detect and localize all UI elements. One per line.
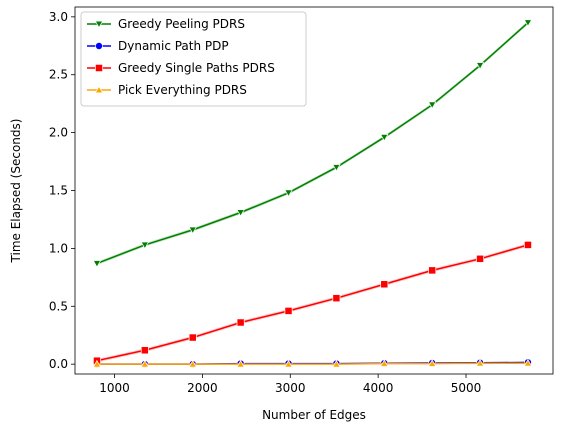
x-axis: 1000 2000 3000 4000 5000 <box>99 374 481 395</box>
series-0-point <box>284 189 293 198</box>
series-3-point <box>332 359 341 368</box>
series-0-point <box>523 19 533 27</box>
y-tick-label: 1.5 <box>49 184 68 198</box>
x-tick-label: 4000 <box>363 381 394 395</box>
legend-marker <box>94 85 104 94</box>
plot-marks <box>92 19 533 369</box>
series-0-point <box>380 134 389 142</box>
series-0-point <box>236 209 245 217</box>
legend-label: Dynamic Path PDP <box>118 39 229 53</box>
legend-label: Greedy Single Paths PDRS <box>118 61 275 75</box>
y-tick-label: 2.5 <box>49 68 68 82</box>
series-3-point <box>92 359 102 368</box>
series-2-point <box>236 318 245 327</box>
legend-label: Pick Everything PDRS <box>118 83 247 97</box>
x-tick-label: 5000 <box>451 381 482 395</box>
series-2-band <box>96 243 528 363</box>
series-0-point <box>332 164 341 172</box>
y-tick-label: 0.0 <box>49 357 68 371</box>
series-0-line <box>96 22 529 265</box>
series-0-point <box>475 62 485 70</box>
series-0-point <box>188 226 197 235</box>
series-3-point <box>140 359 150 368</box>
series-3-point <box>523 358 533 367</box>
legend-marker <box>94 20 104 29</box>
series-0-point <box>427 101 437 110</box>
legend: Greedy Peeling PDRS Dynamic Path PDP Greed… <box>80 11 307 107</box>
series-2-point <box>524 240 532 249</box>
y-tick-label: 0.5 <box>49 299 68 313</box>
series-2-line <box>96 244 529 362</box>
x-tick-label: 3000 <box>275 381 306 395</box>
series-2-point <box>428 266 437 275</box>
x-axis-label: Number of Edges <box>262 408 366 422</box>
y-tick-label: 3.0 <box>49 10 68 24</box>
series-3-point <box>475 358 485 367</box>
series-2-point <box>140 346 149 355</box>
series-2-point <box>188 333 197 342</box>
series-0-point <box>140 241 150 250</box>
series-2-point <box>284 306 293 315</box>
legend-marker <box>95 64 103 72</box>
x-tick-label: 2000 <box>187 381 218 395</box>
series-2-point <box>476 254 485 263</box>
y-tick-label: 2.0 <box>49 126 68 140</box>
y-tick-label: 1.0 <box>49 241 68 255</box>
y-axis: 0.0 0.5 1.0 1.5 2.0 2.5 3.0 <box>49 10 75 371</box>
legend-marker <box>95 42 103 50</box>
y-axis-label: Time Elapsed (Seconds) <box>9 119 23 264</box>
series-0-point <box>92 260 102 268</box>
series-3-point <box>284 359 293 368</box>
legend-label: Greedy Peeling PDRS <box>118 17 245 31</box>
series-2-point <box>380 280 389 289</box>
legend-box <box>80 11 307 107</box>
series-3-line <box>96 362 528 365</box>
x-tick-label: 1000 <box>99 381 130 395</box>
series-2-point <box>332 294 341 303</box>
series-3-point <box>380 359 389 367</box>
series-3-point <box>427 359 437 367</box>
series-3-point <box>188 359 197 368</box>
series-3-point <box>236 359 245 368</box>
